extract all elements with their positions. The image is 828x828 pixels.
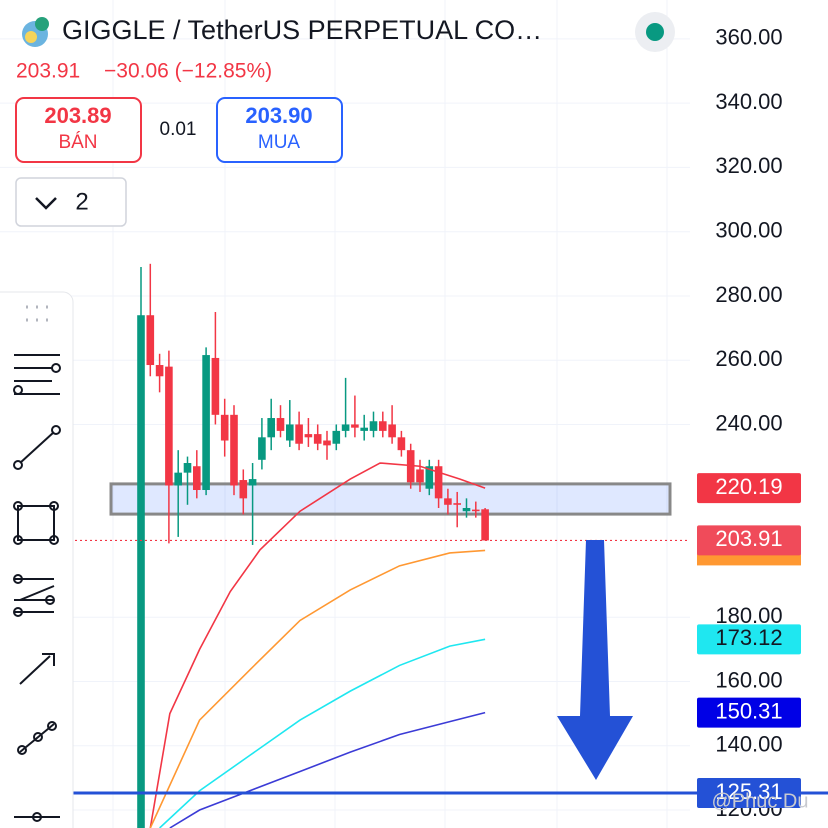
hline-tag: 125.31: [715, 779, 782, 804]
y-tick-label: 240.00: [715, 410, 782, 435]
spread: 0.01: [160, 119, 197, 140]
moving-average: [149, 462, 486, 828]
ma-tag: 220.19: [715, 474, 782, 499]
buy-button[interactable]: [216, 97, 343, 163]
sell-label: BÁN: [58, 132, 97, 153]
hline-tag-box: [697, 777, 801, 808]
candle-body: [472, 509, 480, 512]
grid: [0, 0, 690, 828]
status-dot: [646, 23, 664, 41]
tool-rect[interactable]: [17, 505, 55, 541]
candle-body: [341, 424, 350, 431]
y-tick-label: 140.00: [715, 732, 782, 757]
moving-average: [149, 549, 486, 828]
candle-body: [295, 424, 303, 444]
y-tick-label: 340.00: [715, 89, 782, 114]
candle-body: [193, 466, 201, 491]
tool-lines[interactable]: [14, 354, 60, 395]
candle-body: [360, 427, 368, 431]
price-change: −30.06 (−12.85%): [104, 60, 272, 83]
y-tick-label: 260.00: [715, 346, 782, 371]
down-arrow: [557, 540, 633, 780]
ma-tag-box: [697, 697, 801, 728]
candle-body: [388, 424, 396, 438]
y-tick-label: 180.00: [715, 603, 782, 628]
buy-label: MUA: [258, 132, 301, 153]
candle-body: [220, 414, 229, 441]
candle-body: [146, 315, 155, 366]
candle-body: [397, 437, 406, 451]
candle-body: [267, 418, 275, 438]
tether-badge: [35, 17, 49, 31]
y-tick-label: 300.00: [715, 218, 782, 243]
buy-price: 203.90: [245, 103, 312, 128]
candle-body: [174, 472, 182, 486]
candle-body: [137, 315, 145, 828]
plot: [0, 263, 828, 828]
sell-price: 203.89: [44, 103, 111, 128]
candle-body: [165, 366, 173, 486]
price-axis: 120.00140.00160.00180.00240.00260.00280.…: [697, 25, 801, 821]
moving-average: [169, 711, 486, 828]
candle-body: [304, 434, 313, 438]
y-tick-label: 360.00: [715, 25, 782, 50]
candle-body: [425, 466, 434, 489]
last-price: 203.91: [16, 60, 80, 83]
y-tick-label: 280.00: [715, 282, 782, 307]
candle-body: [323, 440, 331, 446]
candle-body: [351, 424, 359, 428]
tool-trend[interactable]: [19, 431, 55, 464]
zone-box: [109, 482, 672, 516]
candle-body: [230, 414, 238, 486]
toolbar: [0, 291, 74, 828]
candle-body: [481, 509, 489, 541]
candle-body: [369, 421, 378, 431]
watermark: @Phuc Du: [711, 790, 808, 812]
candle-body: [211, 357, 220, 415]
y-tick-label: 320.00: [715, 153, 782, 178]
y-tick-label: 160.00: [715, 667, 782, 692]
last-price-tag: 203.91: [715, 526, 782, 551]
candle-body: [286, 424, 294, 441]
ma-tag-box: [697, 624, 801, 655]
sell-button[interactable]: [15, 97, 142, 163]
candle-body: [453, 503, 461, 505]
candle-body: [416, 469, 424, 483]
interval: 2: [75, 188, 88, 215]
ma-tag: 150.31: [715, 698, 782, 723]
candle-body: [183, 463, 192, 473]
chevron: [35, 197, 57, 210]
candle-body: [258, 437, 266, 460]
candle-body: [202, 355, 210, 491]
coin-face: [25, 31, 37, 43]
candle-body: [313, 434, 322, 444]
symbol: GIGGLE / TetherUS PERPETUAL CO…: [62, 15, 542, 45]
moving-average: [159, 638, 486, 828]
last-price-tag-box: [697, 525, 801, 556]
toolbar-icons: [13, 305, 61, 822]
interval-toggle[interactable]: [15, 177, 127, 227]
candle-body: [239, 480, 248, 499]
candle-body: [248, 479, 257, 486]
ma-tag-box: [697, 473, 801, 504]
candle-body: [462, 507, 471, 512]
candle-body: [332, 430, 341, 444]
candle-body: [379, 421, 387, 431]
candle-body: [444, 498, 452, 505]
tool-arrow[interactable]: [19, 653, 55, 685]
candle-body: [155, 365, 164, 377]
ma-tag: 173.12: [715, 625, 782, 650]
tool-fib[interactable]: [14, 578, 55, 613]
candle-body: [434, 466, 443, 499]
candle-body: [276, 418, 285, 431]
